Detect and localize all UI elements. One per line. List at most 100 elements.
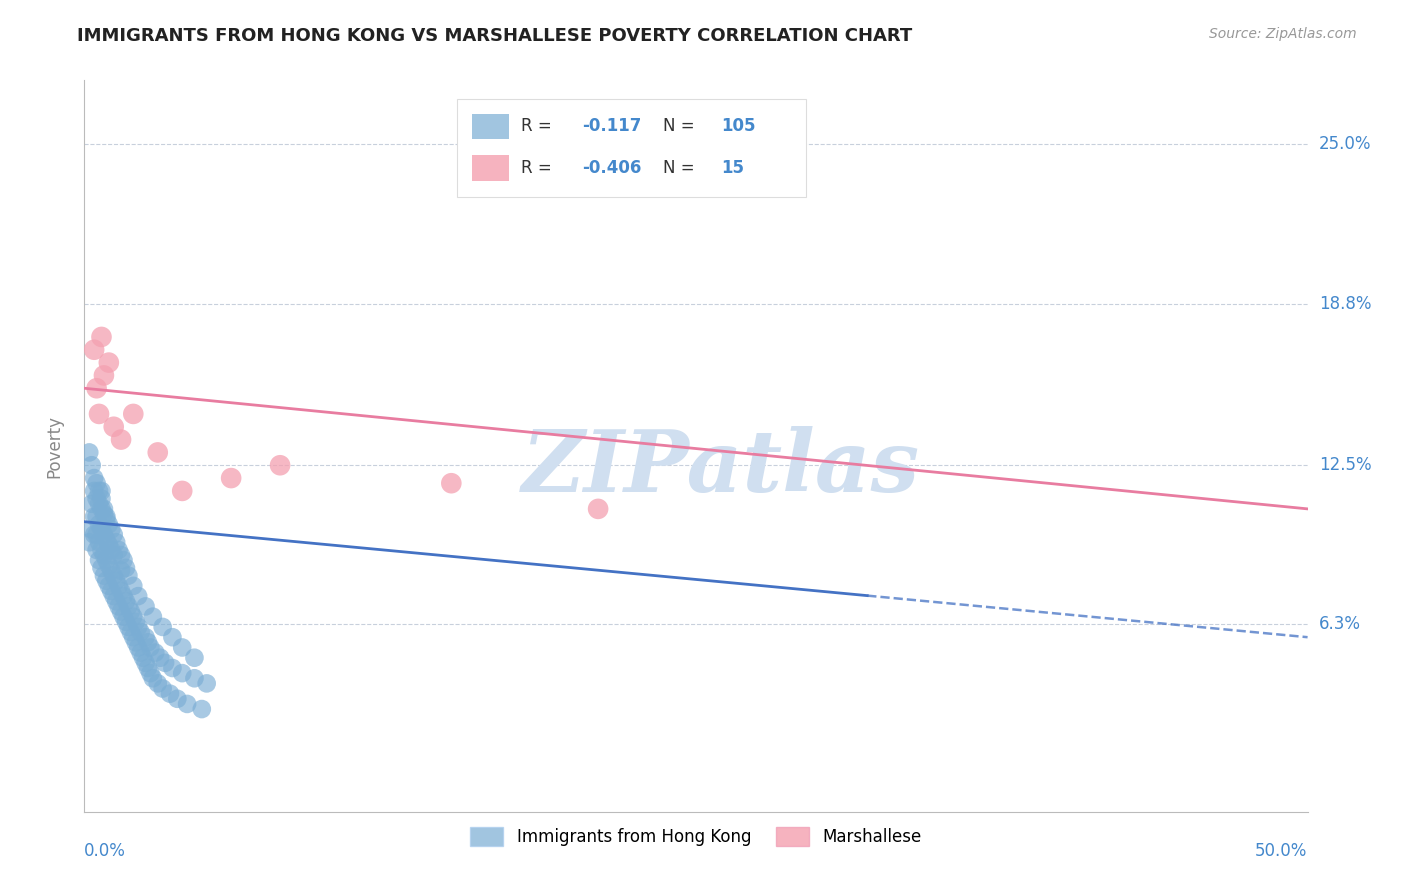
Point bbox=[83, 343, 105, 357]
Text: -0.117: -0.117 bbox=[582, 118, 641, 136]
Point bbox=[103, 527, 125, 541]
Point bbox=[146, 445, 169, 459]
Point bbox=[143, 646, 166, 660]
Point bbox=[162, 630, 184, 644]
Point bbox=[162, 661, 184, 675]
Point bbox=[122, 579, 145, 593]
Point bbox=[146, 676, 169, 690]
Point bbox=[117, 599, 139, 614]
Point bbox=[86, 543, 108, 558]
Point bbox=[105, 535, 128, 549]
Text: 50.0%: 50.0% bbox=[1256, 842, 1308, 860]
Point bbox=[96, 509, 118, 524]
FancyBboxPatch shape bbox=[472, 155, 509, 181]
Point bbox=[87, 535, 110, 549]
Point bbox=[110, 433, 132, 447]
Point bbox=[159, 687, 181, 701]
Point bbox=[103, 589, 125, 603]
Point bbox=[219, 471, 242, 485]
Text: Source: ZipAtlas.com: Source: ZipAtlas.com bbox=[1209, 27, 1357, 41]
Point bbox=[97, 517, 120, 532]
Point bbox=[172, 640, 194, 655]
Text: 12.5%: 12.5% bbox=[1319, 456, 1371, 475]
Point bbox=[136, 635, 159, 649]
Point bbox=[152, 620, 174, 634]
Point bbox=[125, 615, 148, 629]
Point bbox=[139, 666, 162, 681]
Text: 105: 105 bbox=[721, 118, 756, 136]
Point bbox=[107, 579, 129, 593]
Point bbox=[269, 458, 291, 473]
Point bbox=[77, 535, 100, 549]
Text: 25.0%: 25.0% bbox=[1319, 136, 1371, 153]
Point bbox=[129, 646, 152, 660]
Point bbox=[100, 584, 122, 599]
Point bbox=[80, 497, 103, 511]
Point bbox=[142, 671, 165, 685]
Point bbox=[122, 609, 145, 624]
Point bbox=[105, 574, 128, 588]
FancyBboxPatch shape bbox=[472, 113, 509, 139]
Point bbox=[115, 561, 138, 575]
Point bbox=[96, 533, 118, 547]
Point bbox=[97, 355, 120, 369]
Point bbox=[93, 501, 115, 516]
Point bbox=[83, 483, 105, 498]
Point bbox=[87, 483, 110, 498]
Text: R =: R = bbox=[522, 159, 557, 177]
Text: N =: N = bbox=[664, 159, 700, 177]
Point bbox=[93, 527, 115, 541]
Text: 15: 15 bbox=[721, 159, 745, 177]
Point bbox=[120, 625, 142, 640]
Point bbox=[135, 630, 157, 644]
Point bbox=[90, 543, 112, 558]
Text: 18.8%: 18.8% bbox=[1319, 294, 1371, 312]
Point bbox=[117, 620, 139, 634]
Point bbox=[122, 630, 145, 644]
Point bbox=[83, 527, 105, 541]
Point bbox=[97, 579, 120, 593]
FancyBboxPatch shape bbox=[457, 99, 806, 197]
Point bbox=[115, 594, 138, 608]
Legend: Immigrants from Hong Kong, Marshallese: Immigrants from Hong Kong, Marshallese bbox=[461, 819, 931, 855]
Point bbox=[107, 543, 129, 558]
Point bbox=[110, 605, 132, 619]
Point bbox=[152, 681, 174, 696]
Point bbox=[112, 589, 135, 603]
Point bbox=[97, 538, 120, 552]
Text: IMMIGRANTS FROM HONG KONG VS MARSHALLESE POVERTY CORRELATION CHART: IMMIGRANTS FROM HONG KONG VS MARSHALLESE… bbox=[77, 27, 912, 45]
Point bbox=[172, 666, 194, 681]
Text: R =: R = bbox=[522, 118, 557, 136]
Point bbox=[93, 568, 115, 582]
Point bbox=[90, 483, 112, 498]
Point bbox=[129, 625, 152, 640]
Point bbox=[127, 589, 149, 603]
Point bbox=[93, 507, 115, 521]
Point bbox=[135, 656, 157, 670]
Point bbox=[93, 548, 115, 562]
Point bbox=[139, 640, 162, 655]
Point bbox=[172, 483, 194, 498]
Point bbox=[136, 661, 159, 675]
Point bbox=[87, 553, 110, 567]
Point bbox=[87, 517, 110, 532]
Point bbox=[142, 609, 165, 624]
Point bbox=[86, 381, 108, 395]
Point bbox=[90, 501, 112, 516]
Point bbox=[93, 368, 115, 383]
Point bbox=[127, 620, 149, 634]
Point bbox=[100, 564, 122, 578]
Point bbox=[90, 561, 112, 575]
Point bbox=[115, 615, 138, 629]
Text: -0.406: -0.406 bbox=[582, 159, 641, 177]
Point bbox=[112, 609, 135, 624]
Point bbox=[86, 491, 108, 506]
Point bbox=[110, 584, 132, 599]
Point bbox=[77, 445, 100, 459]
Point bbox=[125, 635, 148, 649]
Point bbox=[110, 564, 132, 578]
Point bbox=[153, 656, 176, 670]
Point bbox=[191, 702, 214, 716]
Point bbox=[103, 548, 125, 562]
Point bbox=[107, 599, 129, 614]
